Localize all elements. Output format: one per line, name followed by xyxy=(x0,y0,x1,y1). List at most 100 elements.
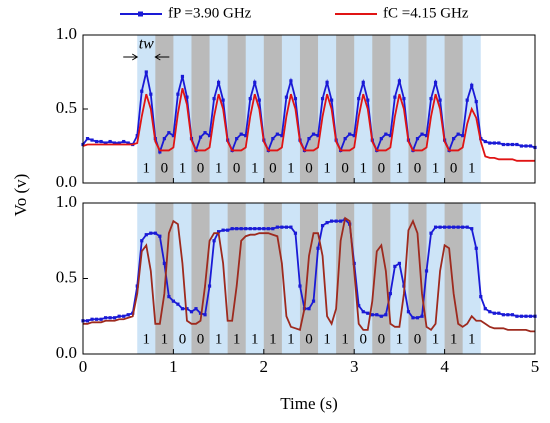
series-marker xyxy=(167,295,171,299)
series-marker xyxy=(325,80,329,84)
series-marker xyxy=(492,141,496,145)
series-marker xyxy=(117,314,121,318)
series-marker xyxy=(379,314,383,318)
series-marker xyxy=(244,227,248,231)
series-marker xyxy=(474,100,478,104)
bit-label: 1 xyxy=(269,331,277,347)
bit-label: 0 xyxy=(414,160,422,176)
series-marker xyxy=(171,299,175,303)
series-marker xyxy=(384,313,388,317)
series-marker xyxy=(257,227,261,231)
series-marker xyxy=(253,227,257,231)
bit-label: 1 xyxy=(396,160,404,176)
series-marker xyxy=(140,239,144,243)
series-marker xyxy=(90,317,94,321)
bit-slot xyxy=(191,35,210,183)
series-marker xyxy=(113,316,117,320)
bit-label: 0 xyxy=(414,331,422,347)
series-marker xyxy=(465,98,469,102)
series-marker xyxy=(85,319,90,323)
series-marker xyxy=(140,89,144,93)
series-marker xyxy=(402,97,406,101)
series-marker xyxy=(316,134,320,138)
y-tick-label: 0.0 xyxy=(56,343,77,362)
bit-slot xyxy=(336,35,355,183)
series-marker xyxy=(361,80,365,84)
series-marker xyxy=(149,231,153,235)
bit-label: 0 xyxy=(233,160,241,176)
bit-label: 1 xyxy=(359,160,367,176)
series-marker xyxy=(429,231,433,235)
series-marker xyxy=(158,234,162,238)
series-marker xyxy=(253,80,257,84)
bit-slot xyxy=(227,35,246,183)
bit-label: 0 xyxy=(305,160,313,176)
bit-label: 0 xyxy=(305,331,313,347)
series-marker xyxy=(271,137,275,141)
series-line xyxy=(82,88,535,162)
series-marker xyxy=(108,316,112,320)
series-marker xyxy=(167,131,171,135)
series-marker xyxy=(275,225,279,229)
bit-label: 1 xyxy=(450,331,458,347)
series-marker xyxy=(271,227,275,231)
bit-label: 1 xyxy=(468,331,476,347)
bit-label: 0 xyxy=(161,160,169,176)
series-marker xyxy=(289,225,293,229)
series-marker xyxy=(420,132,424,136)
bit-slot xyxy=(444,203,463,354)
series-marker xyxy=(149,92,153,96)
series-marker xyxy=(203,313,207,317)
bit-label: 1 xyxy=(468,160,476,176)
legend-label: fP =3.90 GHz xyxy=(168,5,252,21)
series-marker xyxy=(85,137,90,141)
series-marker xyxy=(415,316,420,320)
series-marker xyxy=(474,246,478,250)
annotation: tw xyxy=(139,36,154,53)
series-marker xyxy=(393,95,397,99)
series-marker xyxy=(366,98,370,102)
bit-label: 0 xyxy=(269,160,277,176)
series-marker xyxy=(262,227,266,231)
bit-slot xyxy=(299,203,319,354)
bit-slot xyxy=(299,35,319,183)
series-marker xyxy=(293,97,298,101)
series-marker xyxy=(429,97,433,101)
series-marker xyxy=(176,302,180,306)
series-marker xyxy=(284,225,288,229)
series-marker xyxy=(515,314,519,318)
series-marker xyxy=(207,284,212,288)
series-marker xyxy=(443,225,447,229)
series-marker xyxy=(176,92,180,96)
series-marker xyxy=(185,95,189,99)
series-marker xyxy=(415,137,420,141)
bit-label: 1 xyxy=(251,160,259,176)
bit-slot xyxy=(263,35,282,183)
series-marker xyxy=(519,314,524,318)
series-marker xyxy=(144,70,148,74)
bit-label: 0 xyxy=(341,160,349,176)
series-marker xyxy=(248,227,252,231)
series-marker xyxy=(135,134,139,138)
bit-label: 1 xyxy=(215,331,223,347)
bit-label: 1 xyxy=(287,331,295,347)
series-marker xyxy=(284,95,288,99)
series-marker xyxy=(456,132,460,136)
series-marker xyxy=(510,313,514,317)
bit-slot xyxy=(408,35,427,183)
annotation-arrow xyxy=(123,53,170,61)
series-marker xyxy=(94,139,99,144)
series-marker xyxy=(307,137,311,141)
series-marker xyxy=(99,317,103,321)
series-marker xyxy=(461,134,465,138)
series-marker xyxy=(524,144,528,148)
y-axis-label: Vo (v) xyxy=(11,174,30,217)
series-marker xyxy=(357,304,361,308)
series-marker xyxy=(438,98,442,102)
series-marker xyxy=(524,314,528,318)
bit-label: 0 xyxy=(197,331,205,347)
series-marker xyxy=(320,97,325,101)
series-marker xyxy=(488,310,492,314)
series-marker xyxy=(311,132,316,136)
series-marker xyxy=(212,239,216,243)
